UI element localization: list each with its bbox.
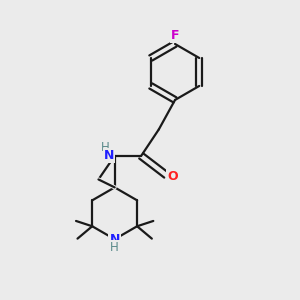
Text: H: H [101, 141, 110, 154]
Text: F: F [171, 29, 179, 42]
Text: N: N [110, 233, 120, 246]
Text: H: H [110, 241, 119, 254]
Text: N: N [103, 149, 114, 162]
Text: O: O [167, 170, 178, 183]
